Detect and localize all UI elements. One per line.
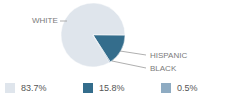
svg-text:BLACK: BLACK (150, 64, 177, 73)
svg-text:HISPANIC: HISPANIC (150, 51, 187, 60)
svg-text:83.7%: 83.7% (21, 83, 47, 93)
svg-text:0.5%: 0.5% (177, 83, 198, 93)
svg-text:WHITE: WHITE (32, 16, 58, 25)
svg-text:15.8%: 15.8% (99, 83, 125, 93)
